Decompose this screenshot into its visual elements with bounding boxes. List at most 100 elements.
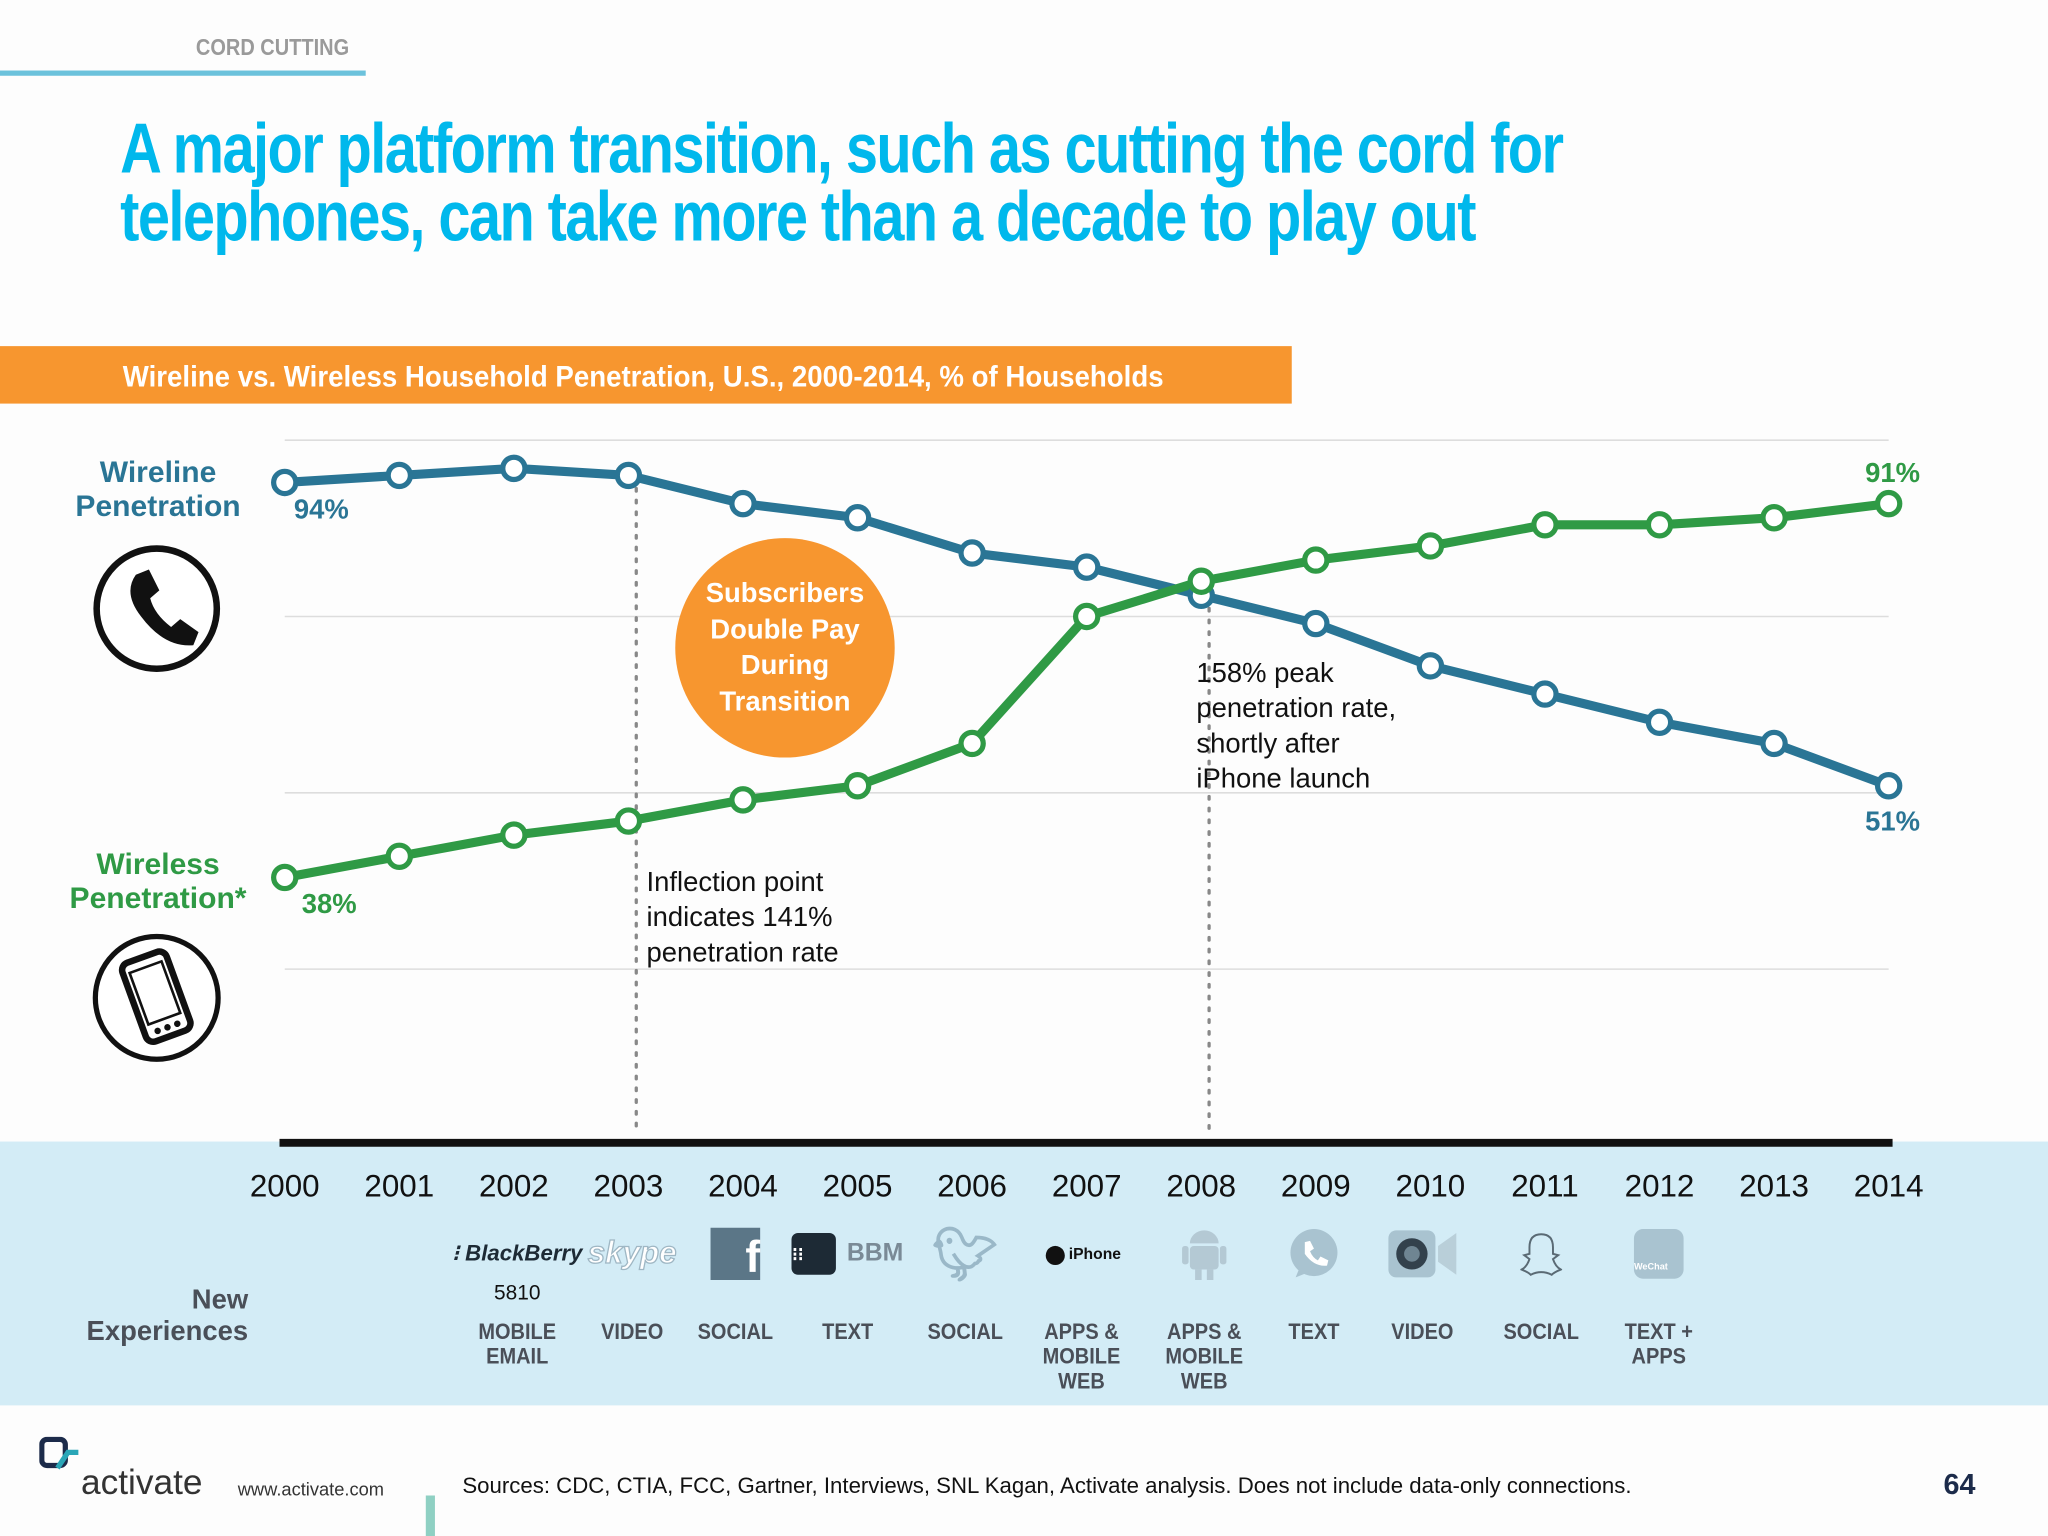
device-model bbox=[1476, 1283, 1607, 1312]
snapchat-ghost-icon bbox=[1476, 1225, 1607, 1282]
wireline-data-point bbox=[385, 461, 414, 490]
experience-item: 🐦︎ SOCIAL bbox=[900, 1225, 1031, 1344]
wireless-data-point bbox=[958, 729, 986, 758]
x-tick-label: 2010 bbox=[1395, 1168, 1466, 1205]
peak-annotation: 158% peak penetration rate, shortly after i… bbox=[1196, 658, 1397, 795]
wireline-data-point bbox=[1531, 680, 1559, 708]
wireline-end-label: 51% bbox=[1865, 807, 1921, 838]
device-model bbox=[670, 1283, 801, 1312]
new-experiences-label: New Experiences bbox=[86, 1285, 249, 1347]
mobile-phone-icon bbox=[90, 931, 223, 1071]
wireless-series-label: Wireless Penetration* bbox=[69, 846, 247, 915]
x-tick-label: 2000 bbox=[249, 1168, 320, 1205]
wechat-bubbles-icon: WeChat bbox=[1593, 1225, 1724, 1282]
experience-item: SOCIAL bbox=[1476, 1225, 1607, 1344]
device-model: 5810 bbox=[493, 1282, 541, 1305]
x-tick-label: 2012 bbox=[1624, 1168, 1695, 1205]
wireline-data-point bbox=[1416, 652, 1445, 680]
x-tick-label: 2005 bbox=[822, 1168, 893, 1205]
facetime-camera-icon bbox=[1357, 1225, 1488, 1282]
brand-url[interactable]: www.activate.com bbox=[237, 1478, 385, 1500]
wireline-data-point bbox=[500, 454, 528, 483]
slide-title: A major platform transition, such as cut… bbox=[120, 109, 1564, 256]
x-tick-label: 2007 bbox=[1051, 1168, 1122, 1205]
wireline-data-point bbox=[1072, 553, 1101, 581]
wireless-start-label: 38% bbox=[301, 889, 357, 920]
experience-label: APPS & MOBILE WEB bbox=[1165, 1319, 1244, 1394]
x-tick-label: 2004 bbox=[708, 1168, 778, 1205]
wireless-data-point bbox=[1302, 546, 1330, 574]
experience-item: ⁝⁝ BBM TEXT bbox=[782, 1225, 913, 1344]
x-tick-label: 2014 bbox=[1853, 1168, 1924, 1205]
experience-label: VIDEO bbox=[601, 1319, 664, 1344]
wireless-end-label: 91% bbox=[1865, 458, 1921, 489]
blackberry-logo-icon: ⁝ BlackBerry bbox=[451, 1240, 583, 1266]
x-tick-label: 2001 bbox=[364, 1168, 435, 1205]
experience-item: f SOCIAL bbox=[670, 1225, 801, 1344]
wireless-data-point bbox=[1531, 511, 1559, 539]
device-model bbox=[1357, 1283, 1488, 1312]
wireline-data-point bbox=[729, 489, 757, 518]
section-label: CORD CUTTING bbox=[195, 33, 350, 61]
experience-item: ⁝ BlackBerry 5810 MOBILE EMAIL bbox=[452, 1225, 583, 1369]
wireless-data-point bbox=[500, 821, 528, 849]
x-tick-label: 2006 bbox=[937, 1168, 1007, 1205]
experience-item: VIDEO bbox=[1357, 1225, 1488, 1344]
wireless-data-point bbox=[843, 772, 872, 800]
experience-label: APPS & MOBILE WEB bbox=[1042, 1319, 1121, 1394]
x-tick-label: 2003 bbox=[593, 1168, 664, 1205]
wireline-data-point bbox=[1760, 729, 1788, 758]
brand-name: activate bbox=[80, 1462, 203, 1503]
wireless-data-point bbox=[729, 786, 757, 814]
sources-note: Sources: CDC, CTIA, FCC, Gartner, Interv… bbox=[462, 1473, 1632, 1499]
experience-item: TEXT bbox=[1249, 1225, 1380, 1344]
telephone-handset-icon bbox=[91, 543, 222, 680]
whatsapp-phone-icon bbox=[1249, 1225, 1380, 1282]
wireline-data-point bbox=[1645, 708, 1674, 736]
wireless-data-point bbox=[1416, 532, 1445, 560]
x-tick-label: 2011 bbox=[1511, 1168, 1579, 1205]
twitter-bird-icon: 🐦︎ bbox=[932, 1225, 999, 1284]
apple-iphone-logo-icon: ● iPhone bbox=[1041, 1228, 1122, 1279]
device-model bbox=[1016, 1283, 1147, 1312]
double-pay-bubble: Subscribers Double Pay During Transition bbox=[675, 538, 895, 758]
wireline-data-point bbox=[958, 539, 986, 567]
section-underline bbox=[0, 70, 366, 76]
wireline-data-point bbox=[1302, 609, 1330, 638]
wireless-data-point bbox=[1760, 504, 1788, 532]
wireless-data-point bbox=[385, 842, 414, 871]
wireline-data-point bbox=[1874, 772, 1903, 800]
device-model bbox=[782, 1283, 913, 1312]
experience-item: WeChat TEXT + APPS bbox=[1593, 1225, 1724, 1369]
chart-title-banner: Wireline vs. Wireless Household Penetrat… bbox=[0, 346, 1292, 404]
experience-label: SOCIAL bbox=[1503, 1319, 1579, 1344]
footer-accent-bar bbox=[425, 1495, 435, 1536]
android-robot-icon bbox=[1139, 1225, 1270, 1282]
experience-item: ● iPhone APPS & MOBILE WEB bbox=[1016, 1225, 1147, 1393]
line-chart bbox=[271, 439, 1903, 1147]
wireless-data-point bbox=[1874, 489, 1903, 518]
wireless-data-point bbox=[1645, 511, 1674, 539]
experiences-band bbox=[0, 1141, 2048, 1406]
experience-label: TEXT bbox=[1288, 1319, 1340, 1344]
wireless-data-point bbox=[271, 863, 299, 892]
wireline-data-point bbox=[614, 461, 643, 490]
skype-logo-icon: skype bbox=[587, 1235, 677, 1272]
activate-logo-icon bbox=[39, 1436, 83, 1480]
experience-label: TEXT + APPS bbox=[1624, 1319, 1693, 1369]
x-tick-label: 2008 bbox=[1166, 1168, 1237, 1205]
bbm-logo-icon: ⁝⁝ BBM bbox=[782, 1225, 913, 1282]
experience-label: VIDEO bbox=[1391, 1319, 1454, 1344]
wireline-data-point bbox=[843, 504, 872, 532]
wireline-data-point bbox=[271, 468, 299, 497]
experience-label: TEXT bbox=[822, 1319, 874, 1344]
chart-title: Wireline vs. Wireless Household Penetrat… bbox=[122, 359, 1164, 394]
x-tick-label: 2013 bbox=[1739, 1168, 1809, 1205]
device-model bbox=[1593, 1283, 1724, 1312]
wireline-series-label: Wireline Penetration bbox=[75, 454, 241, 523]
experience-label: MOBILE EMAIL bbox=[478, 1319, 557, 1369]
experience-item: APPS & MOBILE WEB bbox=[1139, 1225, 1270, 1394]
wireless-data-point bbox=[1187, 567, 1215, 595]
device-model bbox=[900, 1283, 1031, 1312]
